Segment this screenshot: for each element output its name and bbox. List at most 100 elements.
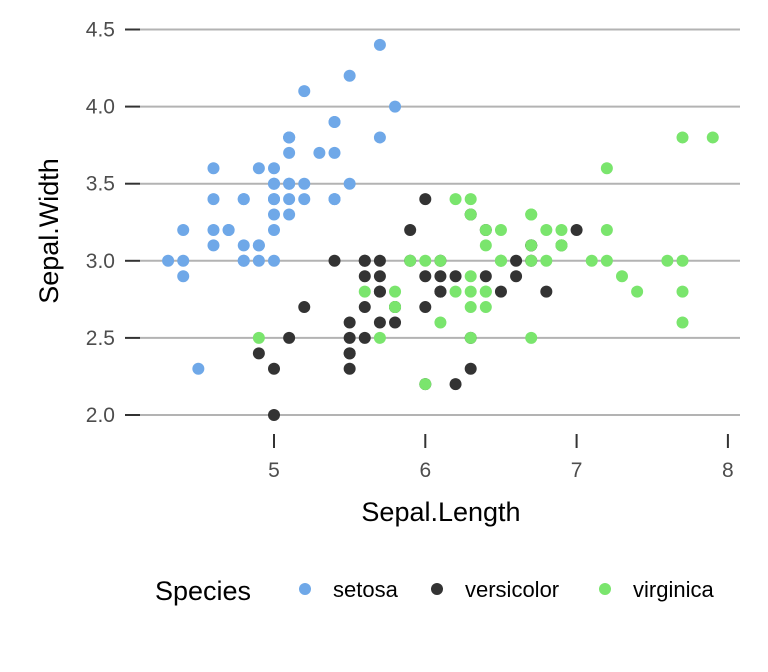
point-versicolor [343, 362, 356, 375]
point-versicolor [510, 270, 523, 283]
point-virginica [434, 254, 447, 267]
point-virginica [464, 285, 477, 298]
point-versicolor [358, 331, 371, 344]
point-versicolor [479, 270, 492, 283]
y-tick-label: 2.5 [86, 327, 115, 350]
point-versicolor [358, 270, 371, 283]
point-versicolor [343, 347, 356, 360]
point-virginica [555, 239, 568, 252]
point-setosa [298, 177, 311, 190]
point-setosa [328, 146, 341, 159]
point-virginica [600, 223, 613, 236]
point-versicolor [373, 254, 386, 267]
point-virginica [419, 254, 432, 267]
point-setosa [298, 193, 311, 206]
point-versicolor [510, 254, 523, 267]
point-virginica [600, 162, 613, 175]
point-versicolor [419, 301, 432, 314]
point-setosa [207, 193, 220, 206]
point-virginica [525, 254, 538, 267]
gridlines [140, 28, 740, 416]
point-virginica [600, 254, 613, 267]
y-axis-title: Sepal.Width [34, 158, 64, 304]
point-virginica [358, 285, 371, 298]
point-virginica [449, 285, 462, 298]
point-setosa [283, 146, 296, 159]
y-tick-label: 3.5 [86, 173, 115, 196]
point-setosa [298, 85, 311, 98]
point-setosa [177, 254, 190, 267]
x-axis-title: Sepal.Length [361, 497, 520, 527]
y-axis: 2.0 2.5 3.0 3.5 4.0 4.5 [86, 19, 140, 427]
y-tick-label: 3.0 [86, 250, 115, 273]
point-setosa [252, 239, 265, 252]
x-tick-label: 7 [571, 459, 583, 482]
y-tick-label: 4.5 [86, 19, 115, 42]
point-virginica [676, 285, 689, 298]
point-virginica [676, 131, 689, 144]
point-versicolor [494, 285, 507, 298]
legend-key-versicolor [431, 583, 443, 595]
series-versicolor [252, 193, 583, 421]
point-virginica [479, 239, 492, 252]
x-tick-label: 8 [722, 459, 734, 482]
point-virginica [419, 378, 432, 391]
x-tick-label: 5 [268, 459, 280, 482]
point-virginica [676, 254, 689, 267]
point-setosa [268, 254, 280, 267]
point-versicolor [540, 285, 553, 298]
point-virginica [373, 331, 386, 344]
point-versicolor [404, 223, 417, 236]
point-virginica [525, 208, 538, 221]
legend: Species setosa versicolor virginica [155, 576, 714, 606]
point-virginica [494, 223, 507, 236]
point-virginica [540, 254, 553, 267]
point-versicolor [419, 270, 432, 283]
point-versicolor [343, 331, 356, 344]
point-versicolor [358, 301, 371, 314]
y-tick-label: 4.0 [86, 96, 115, 119]
point-versicolor [373, 316, 386, 329]
point-setosa [283, 131, 296, 144]
point-setosa [328, 116, 341, 129]
point-virginica [676, 316, 689, 329]
legend-key-virginica [599, 583, 611, 595]
point-setosa [207, 239, 220, 252]
point-versicolor [373, 270, 386, 283]
series-virginica [252, 131, 719, 391]
point-virginica [661, 254, 674, 267]
point-virginica [494, 254, 507, 267]
point-setosa [252, 162, 265, 175]
point-setosa [207, 162, 220, 175]
point-virginica [479, 223, 492, 236]
legend-title: Species [155, 576, 251, 606]
point-setosa [268, 162, 280, 175]
point-setosa [237, 193, 250, 206]
point-virginica [464, 208, 477, 221]
point-virginica [555, 223, 568, 236]
point-virginica [449, 193, 462, 206]
point-setosa [177, 223, 190, 236]
point-versicolor [389, 316, 402, 329]
point-virginica [631, 285, 644, 298]
x-axis: 5 6 7 8 [268, 434, 734, 482]
point-versicolor [449, 378, 462, 391]
point-versicolor [268, 362, 280, 375]
point-virginica [525, 239, 538, 252]
point-virginica [252, 331, 265, 344]
point-setosa [283, 177, 296, 190]
point-versicolor [252, 347, 265, 360]
point-setosa [283, 208, 296, 221]
point-versicolor [570, 223, 583, 236]
point-setosa [313, 146, 326, 159]
point-virginica [479, 285, 492, 298]
x-tick-label: 6 [419, 459, 431, 482]
point-versicolor [419, 193, 432, 206]
point-setosa [222, 223, 235, 236]
point-setosa [237, 254, 250, 267]
point-virginica [585, 254, 598, 267]
point-versicolor [268, 409, 280, 421]
point-versicolor [283, 331, 296, 344]
point-setosa [252, 254, 265, 267]
point-versicolor [343, 316, 356, 329]
